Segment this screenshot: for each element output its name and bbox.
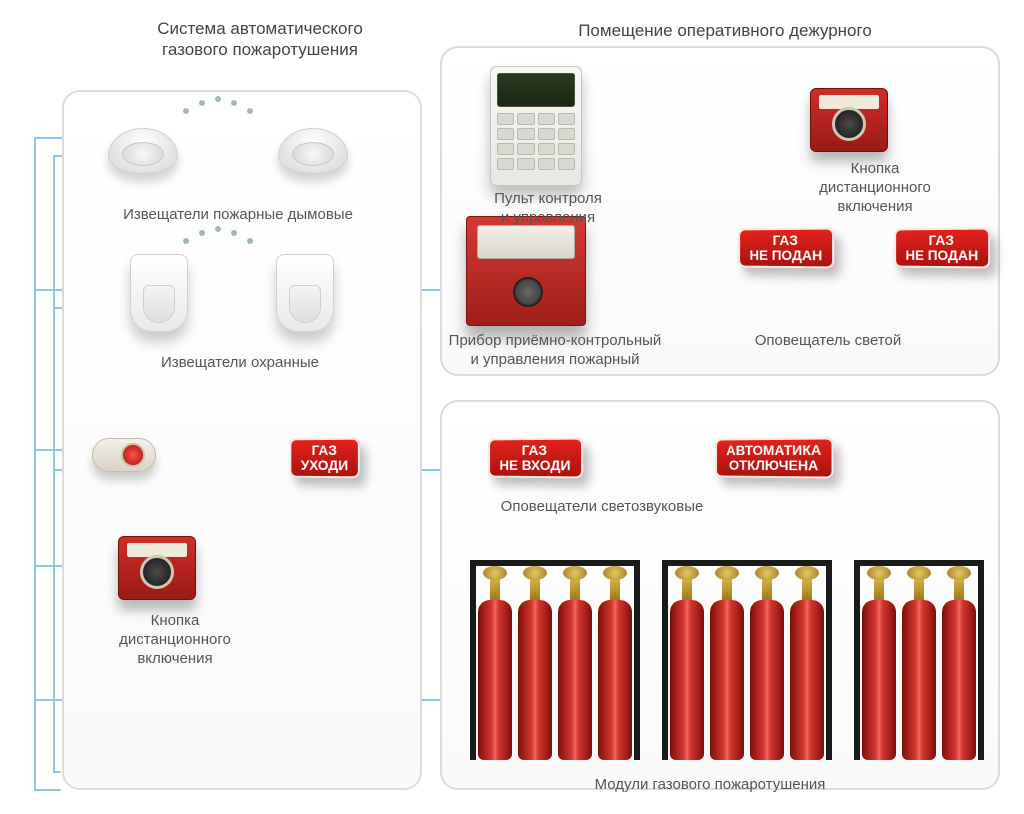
sign-gas-do-not-enter: ГАЗ НЕ ВХОДИ [488,437,583,478]
title-room: Помещение оперативного дежурного [560,20,890,41]
sign-gas-not-supplied: ГАЗ НЕ ПОДАН [738,227,834,268]
sign-gas-not-supplied: ГАЗ НЕ ПОДАН [894,227,990,268]
security-detector-icon [130,254,188,332]
label-light-annunciator: Оповещатель светой [728,332,928,351]
remote-start-button-icon [810,88,888,152]
siren-icon [92,438,156,472]
fire-control-panel-icon [466,216,586,326]
ellipsis-dots-icon [183,246,253,252]
remote-start-button-icon [118,536,196,600]
smoke-detector-icon [108,128,178,174]
label-gas-modules: Модули газового пожаротушения [560,776,860,795]
control-keypad-icon [490,66,582,186]
ellipsis-dots-icon [183,116,253,122]
label-remote-button-room: Кнопка дистанционного включения [800,160,950,216]
label-sound-light-annunciators: Оповещатели светозвуковые [472,498,732,517]
label-smoke-detectors: Извещатели пожарные дымовые [118,206,358,225]
title-system: Система автоматического газового пожарот… [110,18,410,61]
gas-module-icon [854,560,984,760]
diagram-stage: Система автоматического газового пожарот… [0,0,1024,814]
gas-module-icon [662,560,832,760]
label-keypad: Пульт контроля и управления [478,190,618,228]
sign-gas-leave: ГАЗ УХОДИ [289,438,360,479]
smoke-detector-icon [278,128,348,174]
label-remote-button-left: Кнопка дистанционного включения [100,612,250,668]
gas-module-icon [470,560,640,760]
security-detector-icon [276,254,334,332]
label-control-panel: Прибор приёмно-контрольный и управления … [440,332,670,370]
sign-automatics-off: АВТОМАТИКА ОТКЛЮЧЕНА [715,437,834,479]
label-security-detectors: Извещатели охранные [140,354,340,373]
